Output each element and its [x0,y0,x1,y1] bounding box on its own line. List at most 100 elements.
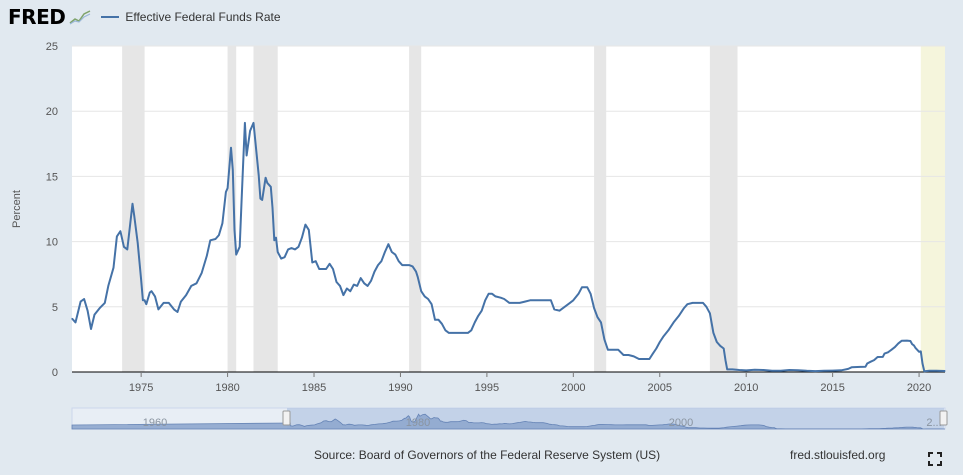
data-point [716,341,718,343]
x-tick-label: 1985 [302,382,326,394]
data-point [806,370,808,372]
data-point [488,293,490,295]
data-point [593,307,595,309]
data-point [797,369,799,371]
data-point [304,224,306,226]
data-point [887,351,889,353]
data-point [697,302,699,304]
data-point [762,369,765,371]
data-point [673,321,675,323]
navigator-series [71,413,946,430]
data-point [150,290,153,292]
data-point [705,306,708,308]
data-point [233,229,236,231]
data-point [71,317,73,320]
data-point [877,356,879,358]
data-point [524,301,526,303]
data-point [214,238,217,240]
x-tick-label: 2010 [734,382,758,394]
data-point [173,308,175,310]
data-point [258,174,260,176]
y-tick-label: 15 [46,171,58,183]
plot-area [72,46,945,372]
data-point [581,286,583,288]
data-point [918,351,920,353]
data-point [921,362,924,365]
data-point [923,370,925,372]
data-point [206,255,208,257]
data-point [550,299,552,301]
data-point [441,323,443,325]
data-point [529,299,531,301]
data-point [318,268,320,270]
data-point [847,368,849,370]
data-point [394,254,396,256]
data-point [638,358,640,360]
data-point [346,287,348,290]
header: FRED Effective Federal Funds Rate [8,5,281,29]
data-point [901,340,903,342]
data-point [437,319,440,321]
navigator-label: 1960 [143,417,167,429]
data-point [553,308,555,310]
data-point [90,328,92,330]
data-point [137,242,139,244]
data-point [667,329,670,331]
x-tick-label: 2015 [820,382,844,394]
data-point [612,349,614,351]
navigator-handle-left [282,410,291,426]
data-point [332,268,334,270]
data-point [356,285,358,287]
fred-logo[interactable]: FRED [8,5,66,29]
data-point [771,370,773,372]
data-point [558,310,561,312]
data-point [145,303,147,305]
data-point [322,268,324,270]
y-tick-label: 20 [46,106,58,118]
data-point [415,271,417,273]
data-point [398,260,400,262]
data-point [230,147,232,149]
data-point [503,298,505,300]
data-point [913,344,915,346]
source-url-link[interactable]: fred.stlouisfed.org [790,448,886,462]
data-point [508,302,510,304]
y-tick-label: 5 [52,302,58,314]
data-point [491,293,493,295]
data-point [142,299,144,301]
data-point [270,186,272,188]
data-point [572,299,574,301]
data-point [195,282,198,284]
data-point [221,222,223,224]
data-point [577,293,580,295]
data-point [163,302,165,304]
data-point [242,164,244,166]
data-point [873,359,875,361]
data-point [678,315,680,317]
data-point [662,336,664,338]
data-point [648,358,651,360]
data-point [408,264,410,266]
y-tick-label: 10 [46,237,58,249]
data-point [451,332,453,334]
data-point [239,246,241,248]
data-point [133,214,135,217]
data-point [851,366,853,368]
data-point [380,260,382,262]
fullscreen-icon[interactable] [928,452,942,466]
data-point [290,247,293,249]
data-point [209,239,211,241]
data-point [754,369,756,371]
x-tick-label: 2020 [907,382,931,394]
data-point [235,254,237,256]
legend[interactable]: Effective Federal Funds Rate [101,10,281,24]
data-point [709,312,711,314]
data-point [116,235,118,237]
data-point [149,291,151,294]
data-point [401,264,403,266]
data-point [622,354,625,356]
navigator-label: 2... [926,417,941,429]
data-point [731,368,734,370]
data-point [780,370,782,372]
